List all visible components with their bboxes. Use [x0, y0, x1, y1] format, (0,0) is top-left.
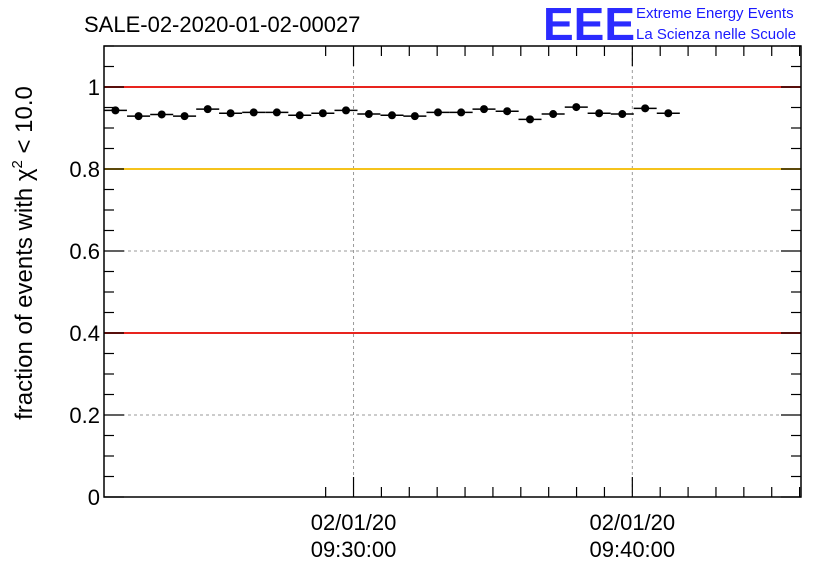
data-point [641, 104, 650, 113]
y-tick-label: 1 [88, 75, 100, 100]
y-axis-label-post: < 10.0 [11, 86, 38, 160]
data-point [410, 112, 419, 121]
data-point [549, 110, 558, 119]
data-point [111, 106, 120, 115]
x-tick-label-time: 09:30:00 [311, 537, 397, 562]
data-point [226, 109, 235, 118]
y-axis-label-sup: 2 [9, 160, 26, 168]
y-axis-label-chi: χ [11, 168, 38, 181]
data-point [134, 112, 143, 121]
y-tick-label: 0.4 [69, 321, 100, 346]
reference-lines [104, 86, 801, 334]
data-point [318, 109, 327, 118]
x-tick-label-date: 02/01/20 [311, 510, 397, 535]
data-point [388, 111, 397, 120]
data-point [664, 109, 673, 118]
logo-line-1: Extreme Energy Events [636, 5, 794, 22]
eee-logo: EEE Extreme Energy Events La Scienza nel… [543, 0, 796, 50]
y-tick-label: 0.6 [69, 239, 100, 264]
y-tick-label: 0 [88, 485, 100, 510]
data-point [480, 105, 489, 114]
data-point [364, 110, 373, 119]
logo-eee-letters: EEE [543, 0, 635, 50]
logo-line-2: La Scienza nelle Scuole [636, 26, 796, 43]
axis-ticks [104, 45, 801, 498]
data-point [503, 107, 512, 116]
data-points [103, 103, 680, 124]
x-tick-label-date: 02/01/20 [590, 510, 676, 535]
x-tick-label-time: 09:40:00 [590, 537, 676, 562]
data-point [595, 109, 604, 118]
data-point [457, 108, 466, 117]
data-point [618, 110, 627, 119]
grid [104, 46, 801, 497]
data-point [157, 110, 166, 119]
data-point [434, 108, 443, 117]
data-point [272, 108, 281, 117]
plot-frame [103, 45, 802, 498]
data-point [572, 103, 581, 112]
data-point [180, 112, 189, 121]
y-tick-labels: 0 0.2 0.4 0.6 0.8 1 [69, 75, 100, 510]
y-axis-label-pre: fraction of events with [11, 181, 38, 420]
y-tick-label: 0.2 [69, 403, 100, 428]
data-point [295, 111, 304, 120]
data-point [203, 105, 212, 114]
data-point [341, 106, 350, 115]
chart-title: SALE-02-2020-01-02-00027 [84, 12, 360, 37]
y-tick-label: 0.8 [69, 157, 100, 182]
data-point [249, 108, 258, 117]
y-axis-label: fraction of events with χ2 < 10.0 [9, 86, 38, 420]
data-point [526, 115, 535, 124]
